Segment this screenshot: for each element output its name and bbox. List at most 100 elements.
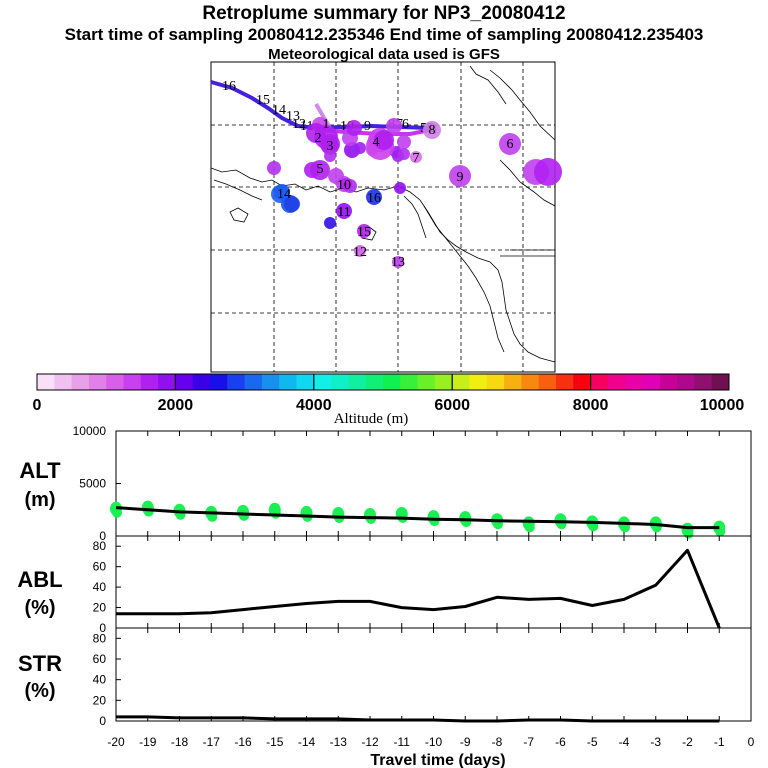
cluster-label: 6 bbox=[507, 137, 514, 152]
colorbar-segment bbox=[365, 374, 384, 390]
y-tick-label: 10000 bbox=[73, 424, 107, 438]
series-line-str bbox=[116, 715, 720, 723]
x-axis-label: Travel time (days) bbox=[370, 752, 505, 768]
cluster-13-blob bbox=[392, 256, 404, 268]
colorbar-segment bbox=[538, 374, 557, 390]
x-tick-label: -1 bbox=[714, 735, 725, 749]
y-tick-label: 80 bbox=[93, 539, 107, 553]
plume-trajectory bbox=[210, 80, 431, 131]
alt-marker bbox=[524, 522, 535, 533]
cluster-label: 1 bbox=[323, 117, 330, 132]
colorbar-segment bbox=[486, 374, 505, 390]
cluster-label: 15 bbox=[357, 225, 371, 240]
colorbar-segment bbox=[677, 374, 695, 390]
colorbar-segment bbox=[694, 374, 713, 390]
cluster-label: 9 bbox=[457, 170, 464, 185]
cluster-12-blob bbox=[354, 245, 366, 257]
colorbar-segment bbox=[210, 374, 228, 390]
x-tick-label: -20 bbox=[107, 735, 125, 749]
colorbar-segment bbox=[158, 374, 176, 390]
y-tick-label: 0 bbox=[99, 529, 106, 543]
alt-marker bbox=[239, 510, 249, 521]
colorbar-segment bbox=[400, 374, 419, 390]
chart-title: Retroplume summary for NP3_20080412 bbox=[202, 3, 566, 24]
colorbar-segment bbox=[590, 374, 609, 390]
colorbar-segment bbox=[556, 374, 574, 390]
colorbar-segment bbox=[573, 374, 592, 390]
cluster-3-blob bbox=[320, 134, 340, 154]
colorbar-segment bbox=[140, 374, 159, 390]
x-tick-label: -6 bbox=[555, 735, 566, 749]
y-tick-label: 80 bbox=[93, 631, 107, 645]
x-tick-label: -12 bbox=[361, 735, 379, 749]
altitude-colorbar bbox=[36, 373, 730, 391]
x-tick-label: -10 bbox=[425, 735, 443, 749]
map-frame bbox=[210, 61, 556, 373]
colorbar-segment bbox=[348, 374, 367, 390]
colorbar-segment bbox=[279, 374, 297, 390]
sampling-times: Start time of sampling 20080412.235346 E… bbox=[64, 25, 704, 44]
colorbar-segment bbox=[192, 374, 211, 390]
cluster-10-blob bbox=[386, 118, 402, 134]
panel-ylabel: (%) bbox=[24, 597, 55, 619]
cluster-14-blob bbox=[374, 130, 394, 150]
x-tick-label: -9 bbox=[460, 735, 471, 749]
cluster-label: 7 bbox=[413, 151, 420, 166]
y-tick-label: 20 bbox=[93, 601, 107, 615]
colorbar-tick-labels: 0 2000 4000 6000 8000 10000 bbox=[33, 397, 745, 414]
panel-ylabel: STR bbox=[18, 651, 62, 676]
colorbar-segment bbox=[504, 374, 522, 390]
x-tick-label: -18 bbox=[171, 735, 189, 749]
cluster-11-blob bbox=[336, 203, 352, 219]
cluster-6-blob bbox=[499, 133, 521, 155]
colorbar-segment bbox=[331, 374, 349, 390]
colorbar-segment bbox=[244, 374, 263, 390]
colorbar-segment bbox=[711, 374, 730, 390]
colorbar-tick-label: 6000 bbox=[434, 397, 470, 414]
colorbar-segment bbox=[37, 374, 55, 390]
x-tick-label: -15 bbox=[266, 735, 284, 749]
panel-ylabel: (m) bbox=[24, 489, 55, 511]
x-tick-label: -19 bbox=[139, 735, 157, 749]
cluster-2-blob bbox=[354, 142, 366, 154]
colorbar-segment bbox=[383, 374, 401, 390]
map-panel: 16151413121110987654321 1234567891011121… bbox=[210, 61, 562, 373]
colorbar-segment bbox=[469, 374, 488, 390]
path-label: 14 bbox=[272, 103, 286, 118]
colorbar-segment bbox=[521, 374, 540, 390]
y-tick-label: 60 bbox=[93, 652, 107, 666]
cluster-label: 2 bbox=[315, 131, 322, 146]
x-tick-label: -17 bbox=[203, 735, 221, 749]
colorbar-segment bbox=[434, 374, 453, 390]
cluster-11-blob bbox=[346, 120, 362, 136]
y-tick-label: 40 bbox=[93, 673, 107, 687]
cluster-8-blob bbox=[423, 121, 441, 139]
colorbar-segment bbox=[175, 374, 194, 390]
cluster-16-blob bbox=[324, 217, 336, 229]
colorbar-segment bbox=[88, 374, 107, 390]
cluster-7-blob bbox=[267, 161, 281, 175]
cluster-15-blob bbox=[284, 196, 300, 212]
panel-abl: 80 60 40 20 0 ABL (%) bbox=[17, 535, 752, 635]
alt-marker bbox=[429, 516, 440, 527]
path-label: 9 bbox=[364, 119, 371, 134]
x-tick-label: -5 bbox=[587, 735, 598, 749]
cluster-2-blob bbox=[306, 123, 326, 143]
colorbar-segment bbox=[54, 374, 73, 390]
colorbar-segment bbox=[123, 374, 142, 390]
cluster-label: 16 bbox=[367, 191, 381, 206]
y-tick-label: 5000 bbox=[79, 477, 106, 491]
met-data-note: Meteorological data used is GFS bbox=[268, 46, 500, 63]
cluster-15-blob bbox=[357, 224, 371, 238]
cluster-label: 10 bbox=[337, 178, 351, 193]
panel-ylabel: ABL bbox=[17, 567, 62, 592]
cluster-9-blob bbox=[394, 182, 406, 194]
cluster-14-blob bbox=[271, 185, 289, 203]
cluster-label: 4 bbox=[373, 135, 380, 150]
colorbar-tick-label: 0 bbox=[33, 397, 42, 414]
y-tick-label: 40 bbox=[93, 580, 107, 594]
cluster-label: 8 bbox=[429, 123, 436, 138]
